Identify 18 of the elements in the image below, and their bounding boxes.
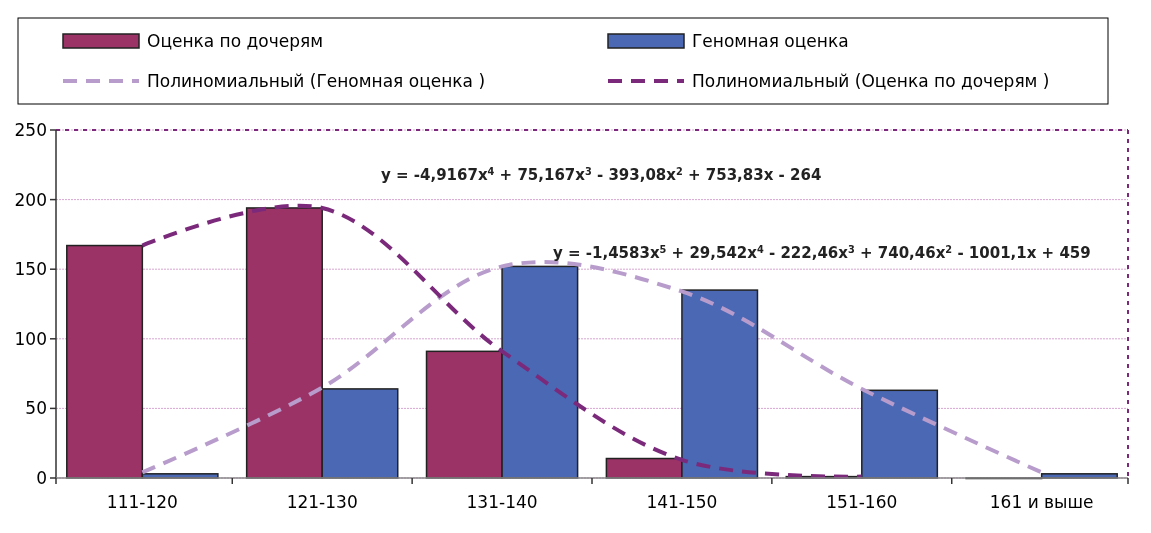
x-tick-label: 151-160 [826,492,898,512]
text: y = -1,4583x$^{5}$ + 29,542x$^{4}$ - 222,46x$^{3}$ + 740,46x$^{2}$ - 1001,1x + 459 [553,243,1091,262]
x-tick-label: 121-130 [286,492,358,512]
y-tick-label: 200 [14,189,47,210]
x-tick-label: 111-120 [106,492,178,512]
y-tick-label: 0 [36,467,47,488]
x-tick-label: 161 и выше [989,492,1094,512]
legend-label: Геномная оценка [692,31,849,51]
annotation: y = -4,9167x$^{4}$ + 75,167x$^{3}$ - 393,08x$^{2}$ + 753,83x - 264 [381,165,822,184]
y-tick-label: 250 [14,119,47,140]
y-tick-label: 150 [14,259,47,280]
x-tick-label: 141-150 [646,492,718,512]
y-tick-label: 50 [25,398,47,419]
x-tick-label: 131-140 [466,492,538,512]
legend-label: Полиномиальный (Геномная оценка ) [147,71,486,91]
legend-label: Полиномиальный (Оценка по дочерям ) [692,71,1050,91]
y-tick-label: 100 [14,328,47,349]
legend-label: Оценка по дочерям [147,31,324,51]
